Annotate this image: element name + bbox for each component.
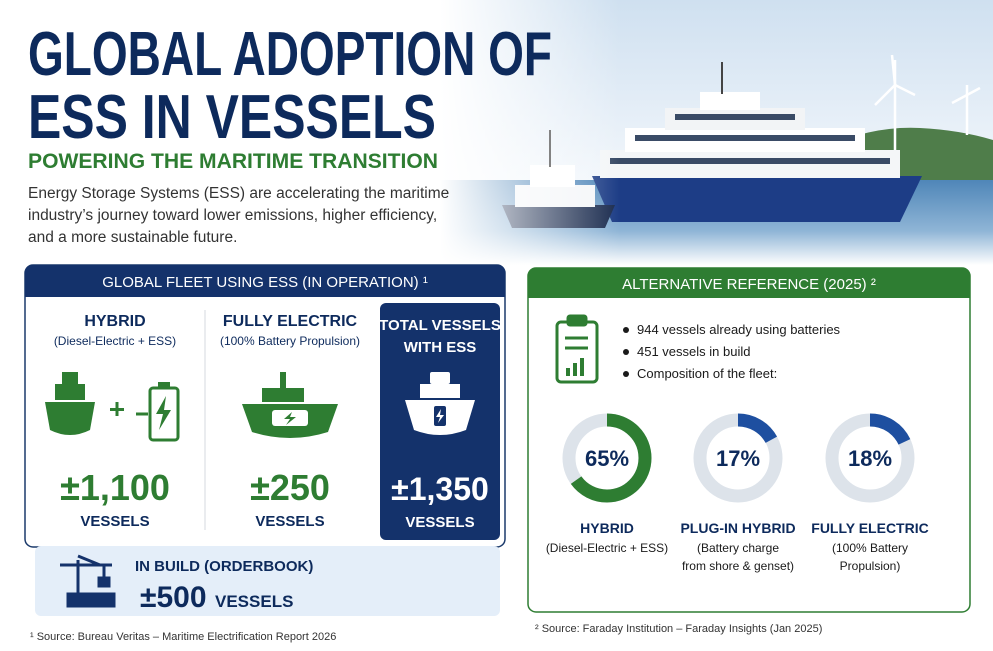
- column-detail: (100% Battery Propulsion): [220, 334, 360, 348]
- donut-arc: [693, 413, 783, 503]
- title-line: ESS IN VESSELS: [28, 83, 436, 152]
- reference-heading: ALTERNATIVE REFERENCE (2025) ²: [622, 276, 876, 293]
- in-build-box: [35, 546, 500, 616]
- column-count: ±1,350: [391, 471, 489, 507]
- donut-detail: (Battery charge: [697, 541, 779, 555]
- bullet: 944 vessels already using batteries: [637, 322, 841, 337]
- fleet-header-bar: [25, 265, 505, 297]
- footnote: ² Source: Faraday Institution – Faraday …: [535, 623, 822, 635]
- donut-group: 65% HYBRID (Diesel-Electric + ESS) 17% PLUG-…: [546, 413, 929, 573]
- donut-detail: (100% Battery: [832, 541, 908, 555]
- crane-icon: [60, 554, 116, 608]
- reference-header-bar: [528, 268, 970, 298]
- total-icon: [405, 372, 475, 435]
- intro-line: industry’s journey toward lower emission…: [28, 207, 437, 224]
- donut-detail: Propulsion): [840, 559, 901, 573]
- intro-line: Energy Storage Systems (ESS) are acceler…: [28, 185, 449, 202]
- donut-value: 18%: [848, 446, 892, 471]
- donut-value: 17%: [716, 446, 760, 471]
- donut-name: FULLY ELECTRIC: [811, 520, 928, 536]
- column-unit: VESSELS: [405, 514, 474, 531]
- donut-name: PLUG-IN HYBRID: [680, 520, 795, 536]
- in-build-unit: VESSELS: [215, 592, 293, 611]
- donut-arc: [562, 413, 652, 503]
- subtitle: POWERING THE MARITIME TRANSITION: [28, 150, 438, 173]
- column-title: TOTAL VESSELS: [379, 317, 501, 334]
- in-build-count: ±500: [140, 581, 207, 614]
- photo: [440, 0, 993, 265]
- title-line: GLOBAL ADOPTION OF: [28, 20, 552, 89]
- donut-value: 65%: [585, 446, 629, 471]
- bullet-dots: [623, 327, 629, 377]
- column-title: WITH ESS: [404, 339, 477, 356]
- donut-arc: [825, 413, 915, 503]
- column-detail: (Diesel-Electric + ESS): [54, 334, 176, 348]
- column-unit: VESSELS: [80, 513, 149, 530]
- column-title: HYBRID: [84, 313, 145, 330]
- column-title: FULLY ELECTRIC: [223, 313, 358, 330]
- footnote: ¹ Source: Bureau Veritas – Maritime Elec…: [30, 631, 336, 643]
- donut-detail: from shore & genset): [682, 559, 794, 573]
- fleet-heading: GLOBAL FLEET USING ESS (IN OPERATION) ¹: [102, 274, 428, 291]
- donut-detail: (Diesel-Electric + ESS): [546, 541, 668, 555]
- hybrid-icon: [45, 372, 180, 442]
- column-unit: VESSELS: [255, 513, 324, 530]
- bullet: Composition of the fleet:: [637, 366, 777, 381]
- column-count: ±250: [250, 467, 330, 508]
- bullet: 451 vessels in build: [637, 344, 750, 359]
- in-build-title: IN BUILD (ORDERBOOK): [135, 558, 313, 575]
- intro-line: and a more sustainable future.: [28, 229, 237, 246]
- column-count: ±1,100: [60, 467, 170, 508]
- clipboard-icon: [555, 314, 599, 384]
- donut-name: HYBRID: [580, 520, 634, 536]
- electric-icon: [242, 372, 338, 438]
